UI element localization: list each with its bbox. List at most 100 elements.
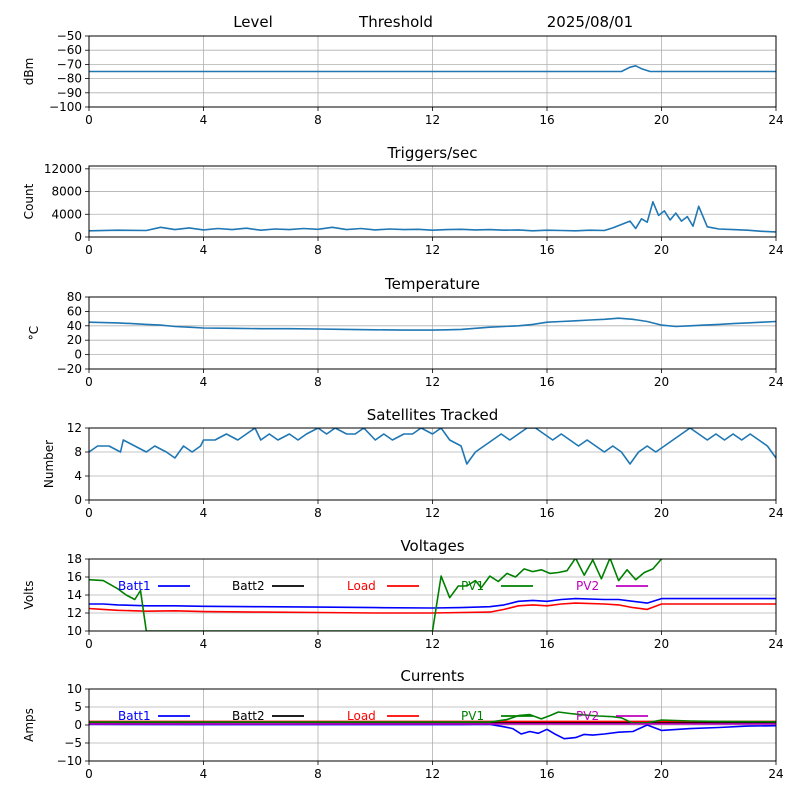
triggers-x-tick-label: 4 [200,243,208,257]
currents-x-tick-label: 24 [768,767,783,781]
voltages-legend-batt2: Batt2 [232,579,265,593]
temperature-y-tick-label: 0 [74,348,82,362]
triggers-x-tick-label: 8 [314,243,322,257]
satellites-title: Satellites Tracked [367,406,498,424]
temperature-y-tick-label: 20 [67,333,82,347]
temperature-y-tick-label: 60 [67,304,82,318]
triggers-x-tick-label: 20 [654,243,669,257]
satellites-y-label: Number [42,440,56,488]
voltages-x-tick-label: 16 [539,637,554,651]
voltages-x-tick-label: 20 [654,637,669,651]
voltages-legend-load: Load [347,579,376,593]
currents-y-tick-label: 5 [74,700,82,714]
triggers-y-tick-label: 0 [74,230,82,244]
currents-panel: 0 4 8 12 16 20 24 −10 −5 0 5 10 Currents Amps Batt1 Bat… [22,667,784,781]
satellites-y-tick-label: 4 [74,469,82,483]
voltages-legend-pv1: PV1 [461,579,484,593]
voltages-legend-pv2: PV2 [576,579,599,593]
voltages-y-tick-label: 10 [67,624,82,638]
currents-y-label: Amps [22,708,36,742]
voltages-x-tick-label: 24 [768,637,783,651]
voltages-x-tick-label: 0 [85,637,93,651]
voltages-x-tick-label: 8 [314,637,322,651]
triggers-x-tick-label: 24 [768,243,783,257]
level-header-label: Level [233,13,273,31]
satellites-x-tick-label: 20 [654,506,669,520]
satellites-y-tick-label: 12 [67,421,82,435]
currents-x-tick-label: 12 [425,767,440,781]
currents-x-tick-label: 4 [200,767,208,781]
level-x-tick-label: 20 [654,113,669,127]
triggers-panel: 0 4 8 12 16 20 24 0 4000 8000 12000 Triggers/sec Cou… [22,144,784,257]
temperature-y-label: °C [27,326,41,340]
currents-legend-load: Load [347,709,376,723]
temperature-x-tick-label: 24 [768,375,783,389]
voltages-y-tick-label: 14 [67,588,82,602]
level-y-tick-label: −90 [57,86,82,100]
satellites-y-tick-label: 0 [74,493,82,507]
level-y-tick-label: −100 [49,100,82,114]
temperature-x-tick-label: 20 [654,375,669,389]
currents-legend-batt1: Batt1 [118,709,151,723]
satellites-x-tick-label: 12 [425,506,440,520]
currents-y-tick-label: −10 [57,754,82,768]
satellites-y-tick-label: 8 [74,445,82,459]
currents-x-tick-label: 16 [539,767,554,781]
level-y-tick-label: −80 [57,72,82,86]
temperature-x-tick-label: 4 [200,375,208,389]
currents-y-tick-label: −5 [64,736,82,750]
currents-x-tick-label: 20 [654,767,669,781]
currents-legend-pv1: PV1 [461,709,484,723]
triggers-y-tick-label: 4000 [51,207,82,221]
level-x-tick-label: 24 [768,113,783,127]
threshold-header-label: Threshold [358,13,433,31]
voltages-title: Voltages [400,537,464,555]
currents-y-tick-label: 10 [67,682,82,696]
currents-x-tick-label: 0 [85,767,93,781]
triggers-y-label: Count [22,183,36,219]
level-x-tick-label: 8 [314,113,322,127]
satellites-x-tick-label: 16 [539,506,554,520]
triggers-x-tick-label: 12 [425,243,440,257]
triggers-y-tick-label: 12000 [44,162,82,176]
triggers-x-tick-label: 0 [85,243,93,257]
satellites-x-tick-label: 24 [768,506,783,520]
satellites-x-tick-label: 4 [200,506,208,520]
triggers-x-tick-label: 16 [539,243,554,257]
satellites-x-tick-label: 0 [85,506,93,520]
voltages-x-tick-label: 4 [200,637,208,651]
triggers-y-tick-label: 8000 [51,185,82,199]
temperature-x-tick-label: 16 [539,375,554,389]
voltages-x-tick-label: 12 [425,637,440,651]
currents-y-tick-label: 0 [74,718,82,732]
level-x-tick-label: 0 [85,113,93,127]
temperature-x-tick-label: 12 [425,375,440,389]
temperature-x-tick-label: 8 [314,375,322,389]
currents-title: Currents [400,667,464,685]
level-x-tick-label: 4 [200,113,208,127]
level-y-tick-label: −50 [57,29,82,43]
voltages-y-tick-label: 16 [67,570,82,584]
temperature-x-tick-label: 0 [85,375,93,389]
currents-x-tick-label: 8 [314,767,322,781]
voltages-series-pv1 [89,557,670,631]
level-y-label: dBm [22,58,36,86]
temperature-title: Temperature [384,275,480,293]
voltages-y-tick-label: 18 [67,552,82,566]
level-x-tick-label: 12 [425,113,440,127]
triggers-title: Triggers/sec [387,144,478,162]
voltages-legend-batt1: Batt1 [118,579,151,593]
temperature-y-tick-label: −20 [57,362,82,376]
temperature-y-tick-label: 80 [67,290,82,304]
temperature-y-tick-label: 40 [67,319,82,333]
currents-legend-batt2: Batt2 [232,709,265,723]
voltages-y-tick-label: 12 [67,606,82,620]
level-y-tick-label: −60 [57,43,82,57]
date-header-label: 2025/08/01 [547,13,633,31]
